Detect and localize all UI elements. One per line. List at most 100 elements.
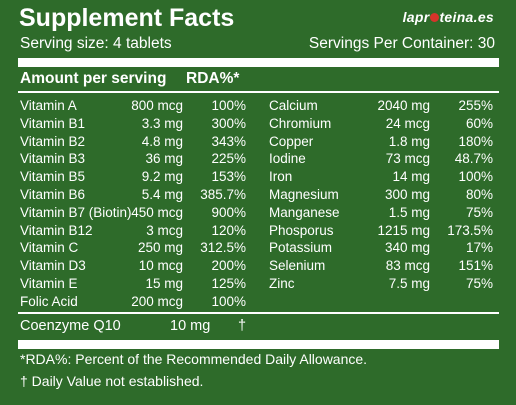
nutrient-name: Vitamin D3 (20, 258, 86, 274)
nutrient-name: Zinc (269, 276, 295, 291)
nutrient-row: Phosporus 1215 mg 173.5% (269, 222, 493, 239)
nutrient-row: Magnesium 300 mg 80% (269, 186, 493, 203)
nutrient-rda: 125% (211, 276, 246, 291)
nutrient-amount: 10 mcg (138, 258, 183, 274)
nutrient-amount: 450 mcg (131, 204, 183, 220)
nutrient-rda: 100% (211, 293, 246, 309)
nutrient-rda: 225% (211, 151, 246, 167)
nutrient-rda: 75% (465, 204, 493, 220)
nutrient-row: Selenium 83 mcg 151% (269, 257, 493, 274)
nutrient-amount: 73 mcg (385, 151, 430, 167)
nutrient-rda: 48.7% (454, 151, 493, 167)
nutrient-row: Vitamin B12 3 mcg 120% (20, 222, 246, 239)
coenzyme-amount: 10 mg (170, 318, 211, 334)
nutrient-row: Vitamin B5 9.2 mg 153% (20, 168, 246, 185)
coenzyme-name: Coenzyme Q10 (20, 318, 121, 334)
brand-suffix: teina.es (439, 9, 494, 25)
nutrient-row: Zinc 7.5 mg 75% (269, 275, 493, 292)
nutrient-rda: 100% (211, 98, 246, 113)
nutrient-name: Vitamin B6 (20, 187, 86, 202)
nutrient-amount: 83 mcg (385, 258, 430, 274)
nutrient-row: Vitamin B7 (Biotin) 450 mcg 900% (20, 204, 246, 221)
nutrient-rda: 17% (465, 240, 493, 256)
nutrient-name: Vitamin B3 (20, 151, 86, 167)
nutrient-rda: 180% (458, 133, 493, 149)
nutrient-name: Vitamin B2 (20, 133, 86, 149)
servings-per-container: Servings Per Container: 30 (308, 35, 495, 52)
dagger-footnote: † Daily Value not established. (20, 373, 204, 389)
nutrient-row: Vitamin E 15 mg 125% (20, 275, 246, 292)
nutrient-row: Iodine 73 mcg 48.7% (269, 150, 493, 167)
nutrient-rda: 173.5% (447, 222, 493, 238)
nutrient-name: Vitamin B12 (20, 222, 93, 238)
nutrient-rda: 300% (211, 115, 246, 131)
footnote-divider (18, 340, 499, 349)
dagger-mark: † (238, 318, 247, 334)
nutrient-name: Phosporus (269, 222, 334, 238)
nutrient-amount: 3.3 mg (141, 115, 183, 131)
nutrient-amount: 200 mcg (131, 293, 183, 309)
nutrient-row: Chromium 24 mcg 60% (269, 115, 493, 132)
nutrient-amount: 800 mcg (131, 98, 183, 113)
nutrient-amount: 2040 mg (377, 98, 430, 113)
nutrient-rda: 153% (211, 169, 246, 185)
nutrient-rda: 75% (465, 276, 493, 291)
nutrient-row: Vitamin A 800 mcg 100% (20, 97, 246, 114)
nutrient-name: Chromium (269, 115, 332, 131)
nutrient-rda: 80% (465, 187, 493, 202)
nutrient-name: Potassium (269, 240, 333, 256)
nutrient-rda: 60% (465, 115, 493, 131)
nutrient-name: Manganese (269, 204, 340, 220)
nutrient-name: Iron (269, 169, 293, 185)
nutrient-rda: 100% (458, 169, 493, 185)
nutrient-row: Iron 14 mg 100% (269, 168, 493, 185)
nutrient-rda: 385.7% (200, 187, 246, 202)
nutrient-amount: 340 mg (384, 240, 430, 256)
nutrient-row: Vitamin B2 4.8 mg 343% (20, 133, 246, 150)
nutrient-row: Copper 1.8 mg 180% (269, 133, 493, 150)
nutrient-name: Calcium (269, 98, 318, 113)
nutrient-amount: 1.5 mg (388, 204, 430, 220)
brand-prefix: lapr (402, 9, 430, 25)
nutrient-amount: 1215 mg (377, 222, 430, 238)
nutrient-amount: 7.5 mg (388, 276, 430, 291)
header-divider (18, 91, 499, 93)
rda-footnote: *RDA%: Percent of the Recommended Daily … (20, 351, 368, 367)
nutrient-rda: 151% (458, 258, 493, 274)
nutrient-name: Vitamin E (20, 276, 78, 291)
thick-divider (18, 58, 499, 67)
nutrient-name: Iodine (269, 151, 306, 167)
nutrient-amount: 3 mcg (146, 222, 183, 238)
nutrient-rda: 200% (211, 258, 246, 274)
nutrient-amount: 5.4 mg (141, 187, 183, 202)
brand-o-dot-icon (429, 13, 439, 22)
nutrient-name: Folic Acid (20, 293, 78, 309)
nutrient-amount: 300 mg (384, 187, 430, 202)
nutrient-name: Magnesium (269, 187, 339, 202)
nutrient-name: Vitamin B1 (20, 115, 86, 131)
nutrient-name: Vitamin B5 (20, 169, 86, 185)
brand-logo: lapr teina.es (403, 9, 494, 25)
nutrient-rda: 312.5% (200, 240, 246, 256)
nutrient-amount: 24 mcg (385, 115, 430, 131)
nutrient-row: Potassium 340 mg 17% (269, 239, 493, 256)
nutrient-amount: 9.2 mg (141, 169, 183, 185)
nutrient-row: Manganese 1.5 mg 75% (269, 204, 493, 221)
nutrient-name: Vitamin C (20, 240, 79, 256)
nutrient-rda: 343% (211, 133, 246, 149)
nutrient-amount: 36 mg (145, 151, 183, 167)
nutrient-rda: 120% (211, 222, 246, 238)
nutrient-amount: 1.8 mg (388, 133, 430, 149)
rda-header: RDA%* (186, 70, 240, 87)
coenzyme-row: Coenzyme Q10 10 mg † (20, 317, 500, 335)
nutrient-amount: 250 mg (137, 240, 183, 256)
nutrient-name: Vitamin B7 (Biotin) (20, 204, 132, 220)
nutrient-row: Vitamin D3 10 mcg 200% (20, 257, 246, 274)
nutrient-row: Vitamin C 250 mg 312.5% (20, 239, 246, 256)
nutrient-row: Calcium 2040 mg 255% (269, 97, 493, 114)
nutrient-rda: 255% (458, 98, 493, 113)
nutrient-amount: 15 mg (145, 276, 183, 291)
nutrient-row: Vitamin B6 5.4 mg 385.7% (20, 186, 246, 203)
nutrient-row: Folic Acid 200 mcg 100% (20, 293, 246, 310)
